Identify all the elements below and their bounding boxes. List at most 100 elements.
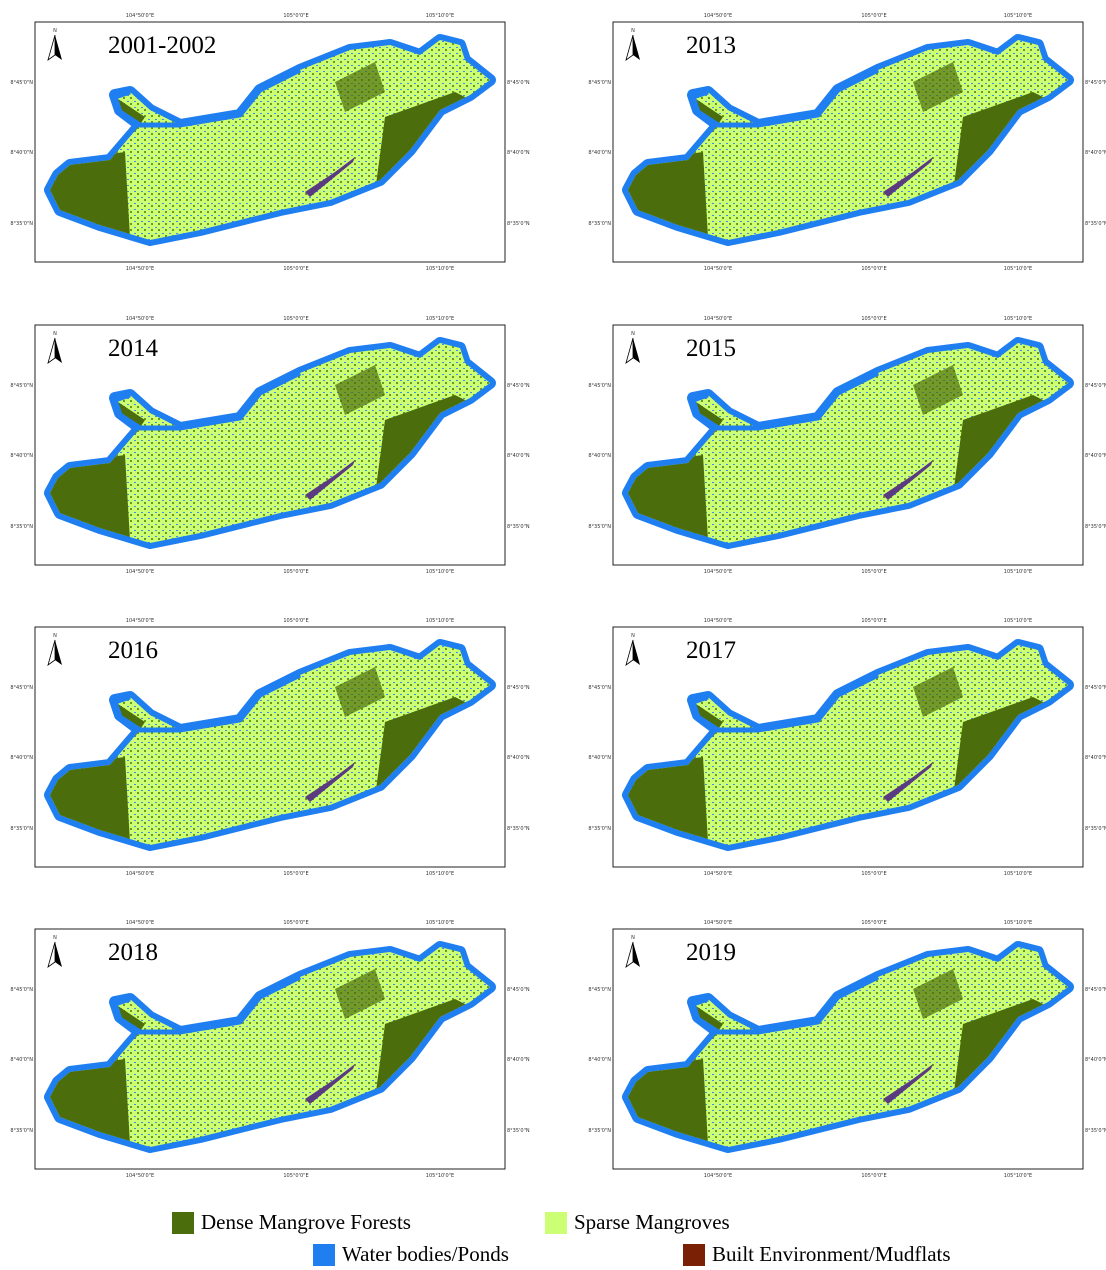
lat-label: 8°35'0"N bbox=[1085, 1128, 1106, 1134]
lat-label: 8°35'0"N bbox=[10, 1128, 33, 1134]
lat-label: 8°45'0"N bbox=[1085, 685, 1106, 691]
lat-label: 8°45'0"N bbox=[1085, 383, 1106, 389]
lat-label: 8°45'0"N bbox=[10, 685, 33, 691]
lon-label: 104°50'0"E bbox=[126, 266, 154, 272]
panel-title: 2013 bbox=[686, 32, 736, 59]
map-panel: 2016N104°50'0"E104°50'0"E105°0'0"E105°0'… bbox=[10, 618, 530, 877]
map-panel: 2017N104°50'0"E104°50'0"E105°0'0"E105°0'… bbox=[588, 618, 1106, 877]
lat-label: 8°35'0"N bbox=[1085, 524, 1106, 530]
lat-label: 8°35'0"N bbox=[588, 221, 611, 227]
lon-label: 105°10'0"E bbox=[1004, 871, 1032, 877]
lon-label: 105°10'0"E bbox=[426, 316, 454, 322]
lon-label: 105°10'0"E bbox=[1004, 618, 1032, 624]
panel-title: 2016 bbox=[108, 637, 158, 664]
lon-label: 105°0'0"E bbox=[283, 920, 308, 926]
lon-label: 105°0'0"E bbox=[861, 920, 886, 926]
lat-label: 8°40'0"N bbox=[1085, 453, 1106, 459]
lat-label: 8°40'0"N bbox=[507, 150, 530, 156]
lon-label: 105°0'0"E bbox=[283, 13, 308, 19]
lat-label: 8°40'0"N bbox=[588, 755, 611, 761]
map-panel: 2013N104°50'0"E104°50'0"E105°0'0"E105°0'… bbox=[588, 13, 1106, 272]
lat-label: 8°35'0"N bbox=[507, 826, 530, 832]
legend-swatch bbox=[313, 1244, 335, 1266]
lon-label: 105°10'0"E bbox=[1004, 316, 1032, 322]
lon-label: 104°50'0"E bbox=[704, 266, 732, 272]
north-label: N bbox=[631, 935, 635, 941]
lat-label: 8°40'0"N bbox=[588, 150, 611, 156]
lat-label: 8°40'0"N bbox=[507, 453, 530, 459]
lon-label: 105°0'0"E bbox=[283, 266, 308, 272]
lat-label: 8°40'0"N bbox=[10, 453, 33, 459]
lat-label: 8°45'0"N bbox=[507, 80, 530, 86]
lat-label: 8°40'0"N bbox=[1085, 1057, 1106, 1063]
lat-label: 8°40'0"N bbox=[1085, 755, 1106, 761]
lon-label: 104°50'0"E bbox=[704, 1173, 732, 1179]
map-panel: 2015N104°50'0"E104°50'0"E105°0'0"E105°0'… bbox=[588, 316, 1106, 575]
legend-label: Built Environment/Mudflats bbox=[712, 1242, 951, 1266]
lat-label: 8°35'0"N bbox=[1085, 221, 1106, 227]
lat-label: 8°35'0"N bbox=[588, 1128, 611, 1134]
lon-label: 105°0'0"E bbox=[283, 569, 308, 575]
lat-label: 8°45'0"N bbox=[588, 383, 611, 389]
lon-label: 105°10'0"E bbox=[1004, 920, 1032, 926]
legend-label: Water bodies/Ponds bbox=[342, 1242, 509, 1266]
lat-label: 8°40'0"N bbox=[10, 1057, 33, 1063]
lon-label: 104°50'0"E bbox=[126, 569, 154, 575]
map-panel: 2014 N 104°50'0"E 104°50'0"E 105°0'0"E 105°0'… bbox=[10, 316, 530, 575]
lon-label: 105°0'0"E bbox=[861, 871, 886, 877]
legend-label: Sparse Mangroves bbox=[574, 1210, 730, 1234]
lat-label: 8°35'0"N bbox=[507, 221, 530, 227]
lat-label: 8°45'0"N bbox=[10, 987, 33, 993]
lat-label: 8°40'0"N bbox=[507, 755, 530, 761]
north-label: N bbox=[631, 633, 635, 639]
lon-label: 105°10'0"E bbox=[426, 618, 454, 624]
lon-label: 105°10'0"E bbox=[1004, 266, 1032, 272]
lat-label: 8°45'0"N bbox=[1085, 987, 1106, 993]
north-label: N bbox=[53, 28, 57, 34]
lon-label: 104°50'0"E bbox=[126, 871, 154, 877]
lon-label: 105°0'0"E bbox=[861, 618, 886, 624]
lat-label: 8°35'0"N bbox=[588, 524, 611, 530]
lon-label: 105°0'0"E bbox=[283, 316, 308, 322]
lon-label: 104°50'0"E bbox=[704, 871, 732, 877]
lon-label: 105°10'0"E bbox=[426, 569, 454, 575]
lat-label: 8°40'0"N bbox=[10, 150, 33, 156]
lat-label: 8°35'0"N bbox=[10, 826, 33, 832]
lat-label: 8°35'0"N bbox=[10, 524, 33, 530]
lon-label: 105°10'0"E bbox=[426, 871, 454, 877]
panel-title: 2018 bbox=[108, 939, 158, 966]
lon-label: 104°50'0"E bbox=[704, 13, 732, 19]
north-label: N bbox=[53, 935, 57, 941]
lon-label: 105°10'0"E bbox=[1004, 569, 1032, 575]
lon-label: 104°50'0"E bbox=[126, 920, 154, 926]
lon-label: 105°10'0"E bbox=[426, 920, 454, 926]
lon-label: 104°50'0"E bbox=[126, 316, 154, 322]
lat-label: 8°45'0"N bbox=[588, 80, 611, 86]
lat-label: 8°40'0"N bbox=[1085, 150, 1106, 156]
north-label: N bbox=[53, 331, 57, 337]
lon-label: 105°0'0"E bbox=[861, 13, 886, 19]
page: 2001-2002 N 104°50'0"E 104°50'0"E 105°0'0"E 1… bbox=[0, 0, 1106, 1270]
lat-label: 8°45'0"N bbox=[507, 987, 530, 993]
map-panel: 2001-2002N104°50'0"E104°50'0"E105°0'0"E1… bbox=[10, 13, 530, 272]
lon-label: 104°50'0"E bbox=[704, 316, 732, 322]
lat-label: 8°45'0"N bbox=[588, 685, 611, 691]
legend-label: Dense Mangrove Forests bbox=[201, 1210, 411, 1234]
lon-label: 105°10'0"E bbox=[1004, 1173, 1032, 1179]
lat-label: 8°35'0"N bbox=[507, 1128, 530, 1134]
lon-label: 105°0'0"E bbox=[861, 316, 886, 322]
lat-label: 8°45'0"N bbox=[1085, 80, 1106, 86]
lat-label: 8°35'0"N bbox=[10, 221, 33, 227]
lon-label: 105°0'0"E bbox=[861, 569, 886, 575]
lon-label: 105°10'0"E bbox=[1004, 13, 1032, 19]
panel-title: 2014 bbox=[108, 335, 159, 362]
lat-label: 8°45'0"N bbox=[507, 685, 530, 691]
lat-label: 8°40'0"N bbox=[10, 755, 33, 761]
lon-label: 105°10'0"E bbox=[426, 1173, 454, 1179]
lon-label: 104°50'0"E bbox=[704, 569, 732, 575]
legend-swatch bbox=[683, 1244, 705, 1266]
lon-label: 104°50'0"E bbox=[704, 618, 732, 624]
lon-label: 104°50'0"E bbox=[126, 618, 154, 624]
panel-title: 2001-2002 bbox=[108, 32, 216, 59]
lon-label: 105°0'0"E bbox=[861, 266, 886, 272]
